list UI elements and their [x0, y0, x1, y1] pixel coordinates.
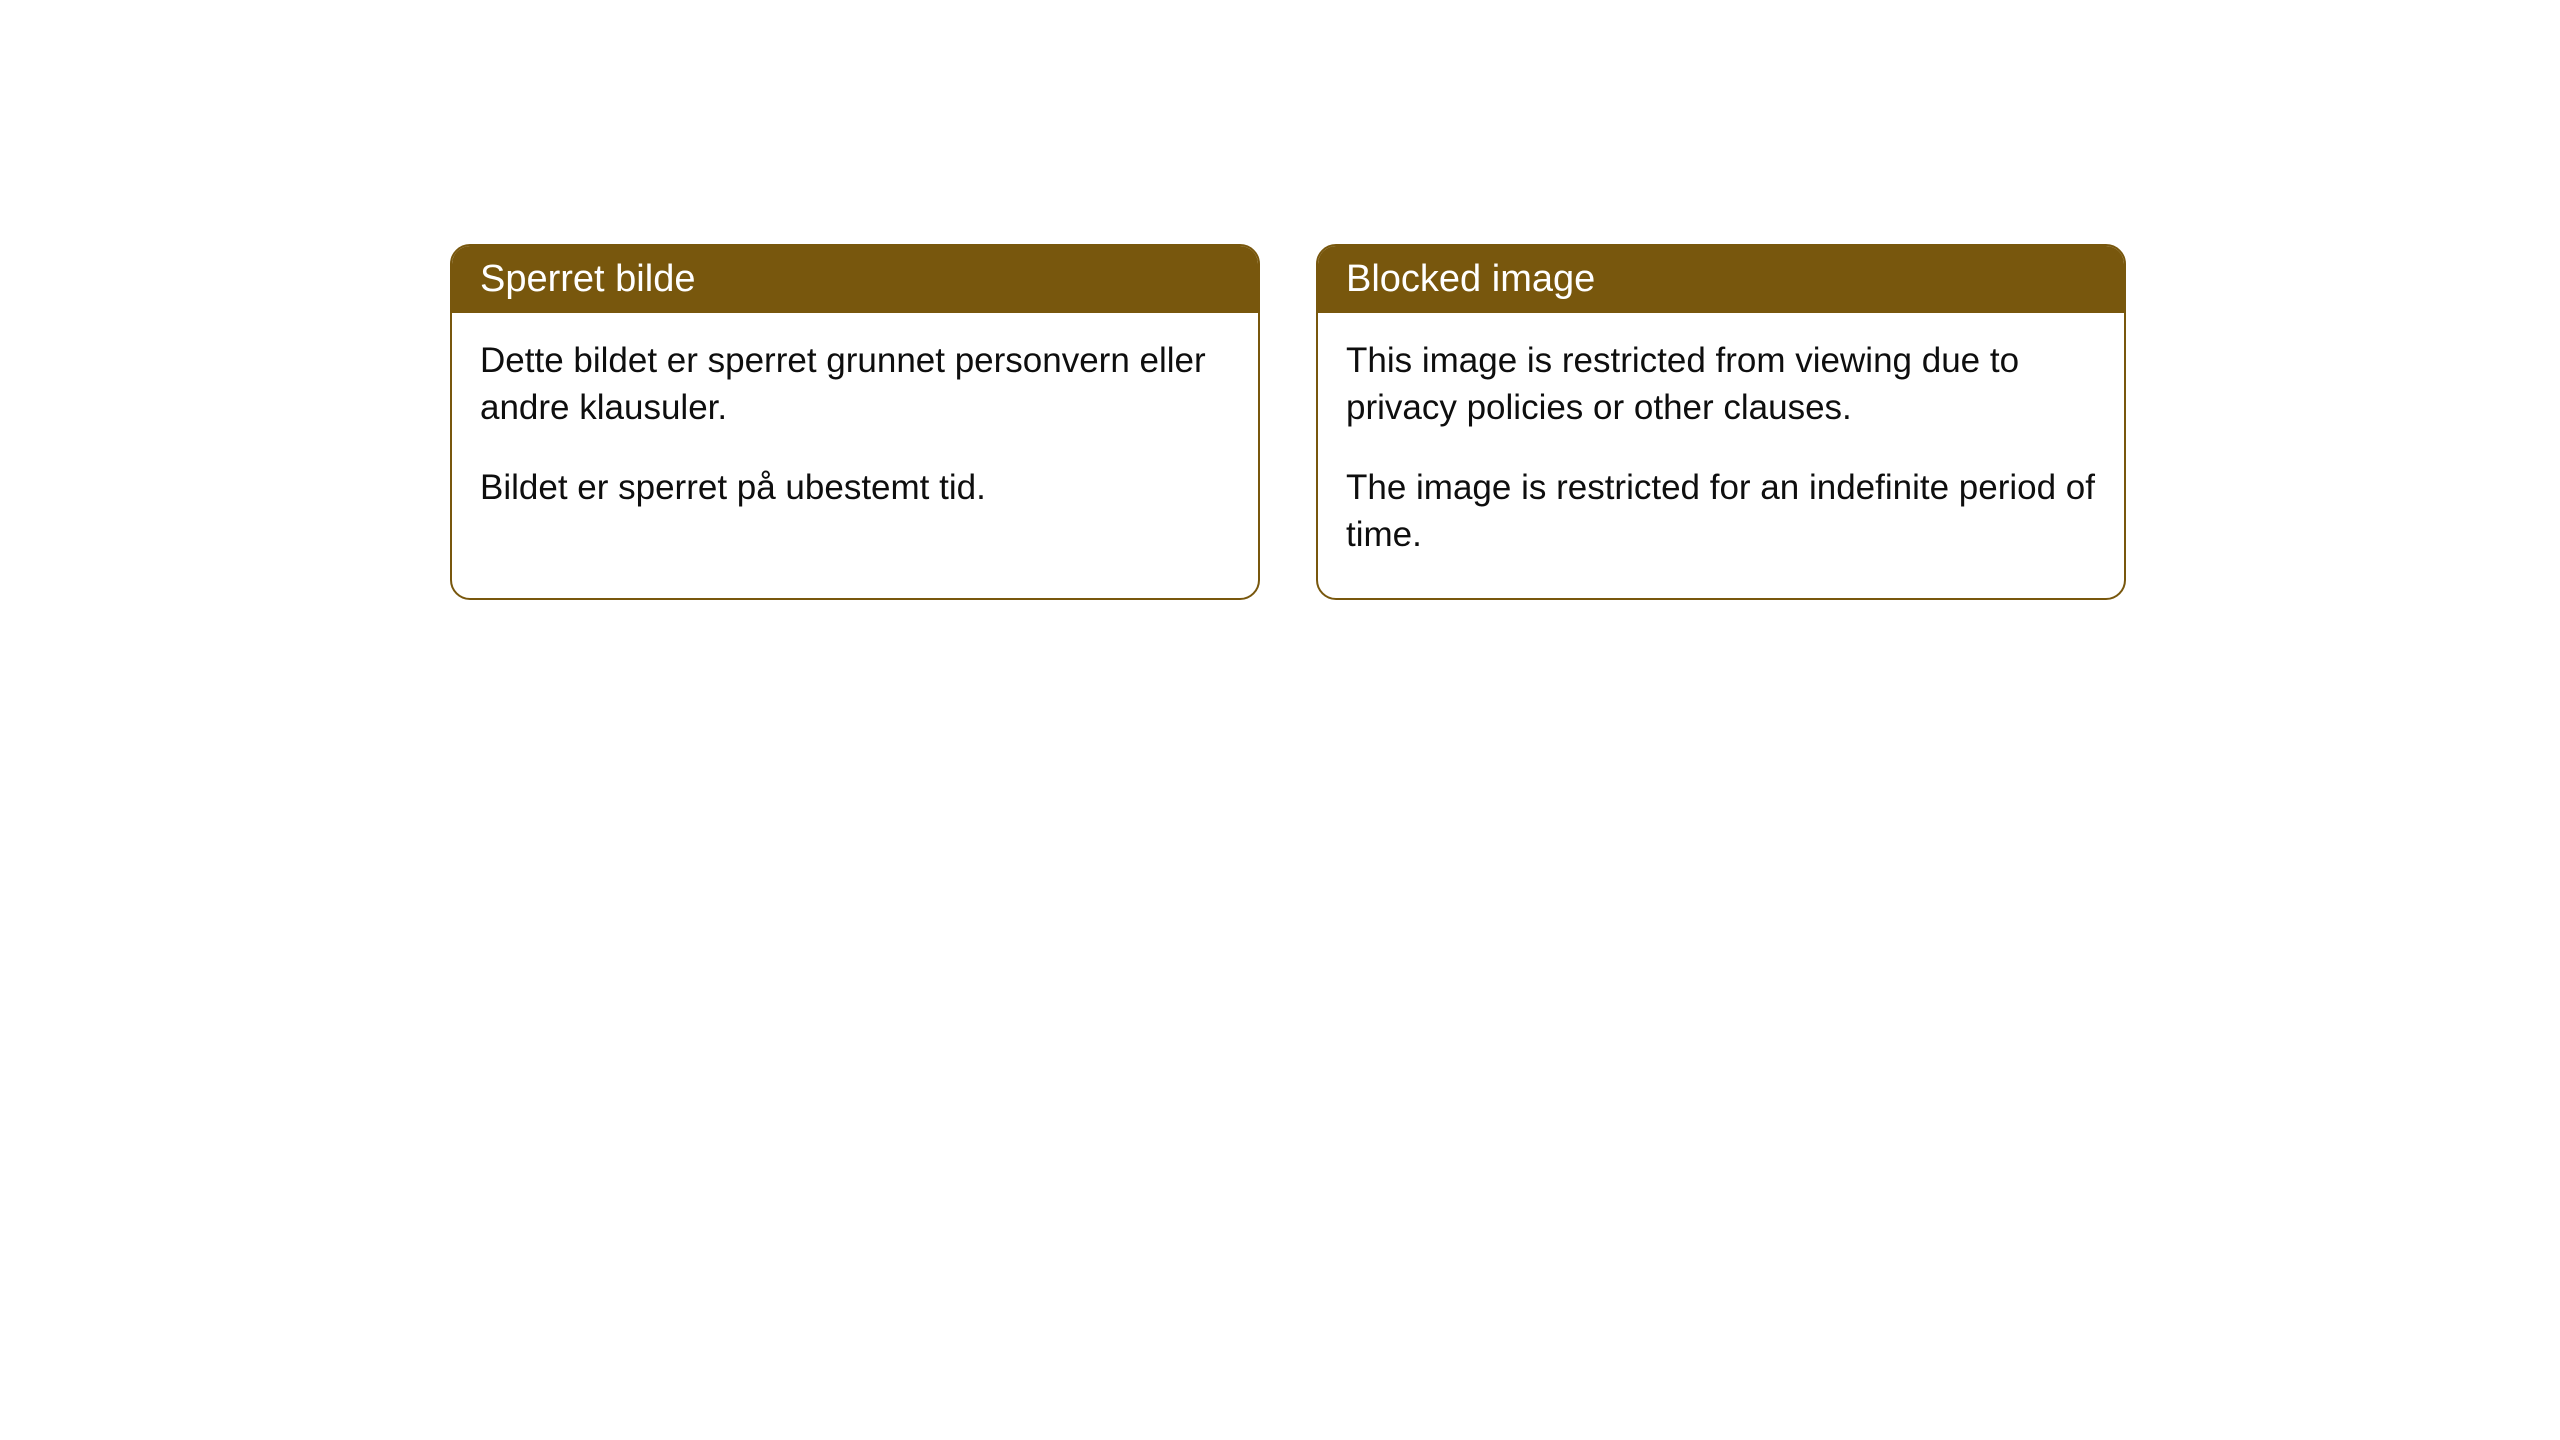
notice-container: Sperret bilde Dette bildet er sperret gr… — [0, 0, 2560, 600]
card-body-en: This image is restricted from viewing du… — [1318, 313, 2124, 598]
card-paragraph: Bildet er sperret på ubestemt tid. — [480, 464, 1230, 511]
card-paragraph: Dette bildet er sperret grunnet personve… — [480, 337, 1230, 432]
card-body-no: Dette bildet er sperret grunnet personve… — [452, 313, 1258, 551]
blocked-image-card-no: Sperret bilde Dette bildet er sperret gr… — [450, 244, 1260, 600]
card-paragraph: This image is restricted from viewing du… — [1346, 337, 2096, 432]
card-header-en: Blocked image — [1318, 246, 2124, 313]
card-paragraph: The image is restricted for an indefinit… — [1346, 464, 2096, 559]
blocked-image-card-en: Blocked image This image is restricted f… — [1316, 244, 2126, 600]
card-header-no: Sperret bilde — [452, 246, 1258, 313]
